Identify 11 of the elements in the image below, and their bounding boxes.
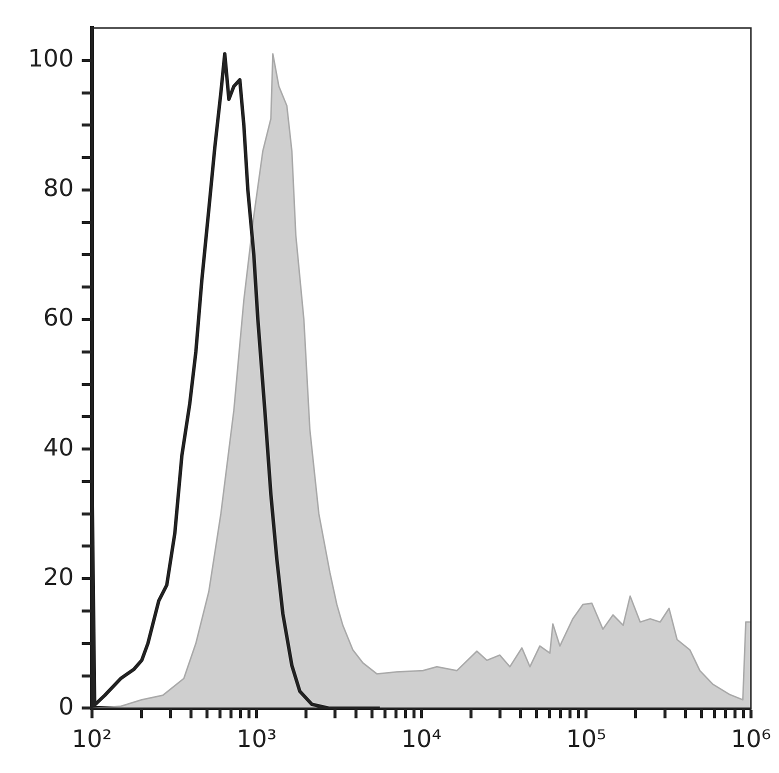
y-tick-label: 40 xyxy=(43,433,74,462)
x-tick-label: 10³ xyxy=(236,724,277,753)
y-tick-label: 60 xyxy=(43,304,74,332)
y-tick-label: 100 xyxy=(28,44,74,73)
y-tick-label: 20 xyxy=(43,562,74,591)
x-tick-label: 10⁴ xyxy=(401,724,442,753)
y-tick-label: 80 xyxy=(43,174,74,202)
x-tick-label: 10⁵ xyxy=(566,724,606,753)
x-tick-label: 10⁶ xyxy=(730,724,772,753)
x-tick-label: 10² xyxy=(72,724,112,753)
y-tick-label: 0 xyxy=(58,692,74,720)
